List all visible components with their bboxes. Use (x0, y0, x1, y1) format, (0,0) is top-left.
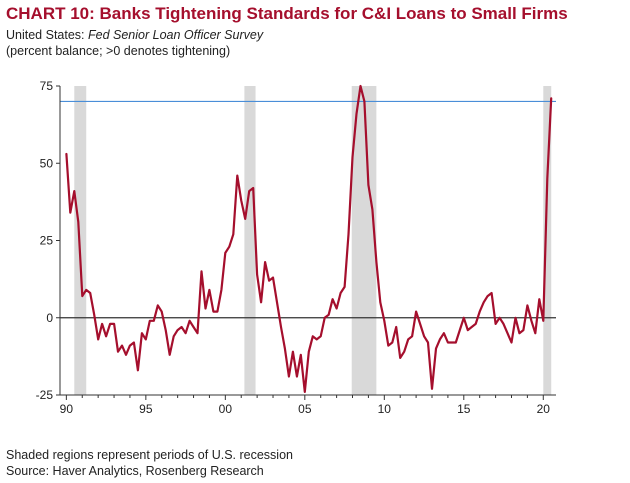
series-line-1 (65, 84, 553, 393)
recession-band-4 (543, 86, 552, 395)
x-tick-label: 95 (139, 402, 153, 416)
x-tick-label: 00 (219, 402, 233, 416)
y-tick-label: -25 (36, 388, 54, 402)
series-group (65, 84, 553, 393)
chart-subtitle-units: (percent balance; >0 denotes tightening) (6, 44, 231, 58)
x-tick-label: 90 (60, 402, 74, 416)
chart-title: CHART 10: Banks Tightening Standards for… (6, 4, 568, 23)
subtitle-prefix: United States: (6, 28, 88, 42)
recession-note: Shaded regions represent periods of U.S.… (6, 448, 293, 462)
recession-band-2 (244, 86, 256, 395)
x-tick-label: 10 (378, 402, 392, 416)
y-tick-label: 0 (46, 311, 53, 325)
y-tick-label: 50 (40, 156, 54, 170)
recession-shading-group (74, 86, 552, 395)
y-tick-label: 25 (40, 234, 54, 248)
x-tick-label: 05 (298, 402, 312, 416)
y-tick-label: 75 (40, 79, 54, 93)
x-tick-label: 15 (457, 402, 471, 416)
source-note: Source: Haver Analytics, Rosenberg Resea… (6, 464, 264, 478)
recession-band-3 (351, 86, 377, 395)
x-tick-label: 20 (537, 402, 551, 416)
chart-subtitle-source: United States: Fed Senior Loan Officer S… (6, 28, 263, 42)
axes-group: 75 50 25 0 -25 90 95 00 05 10 15 20 (36, 79, 556, 416)
reference-lines-group (60, 100, 556, 319)
subtitle-survey-name: Fed Senior Loan Officer Survey (88, 28, 264, 42)
